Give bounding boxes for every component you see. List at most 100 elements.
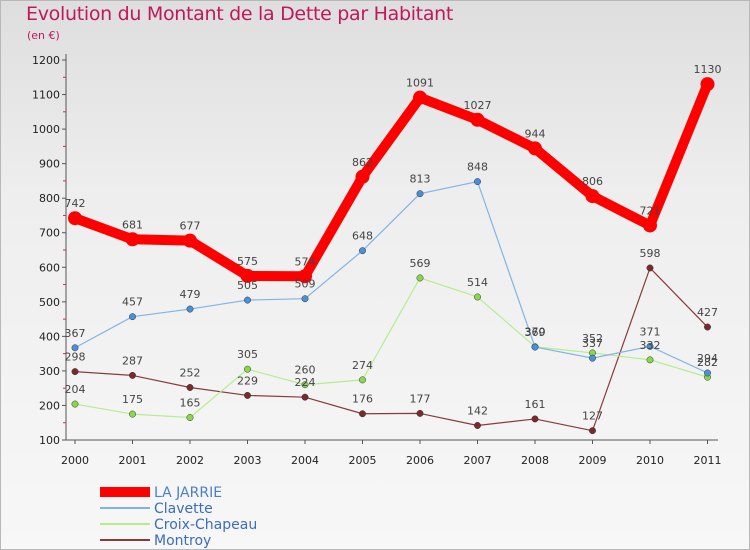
data-label: 427 [697, 306, 718, 319]
data-label: 165 [180, 397, 201, 410]
x-tick-label: 2000 [61, 454, 89, 467]
x-tick-label: 2003 [234, 454, 262, 467]
data-point [298, 269, 312, 284]
data-label: 806 [582, 175, 603, 188]
axes: 100 200 300 400 500 600 700 800 900 1000 1100 1200 2… [32, 54, 722, 467]
data-label: 505 [237, 279, 258, 292]
data-label: 848 [467, 161, 488, 174]
data-point [700, 77, 715, 92]
series-montroy [71, 264, 711, 435]
data-label: 176 [352, 393, 373, 406]
data-label: 175 [122, 393, 143, 406]
data-label: 862 [352, 156, 373, 169]
chart-title: Evolution du Montant de la Dette par Hab… [26, 3, 454, 25]
data-label: 1091 [406, 77, 434, 90]
y-tick-label: 1100 [32, 89, 60, 102]
data-point [301, 381, 309, 389]
series-clavette [71, 178, 711, 377]
y-tick-label: 700 [39, 227, 60, 240]
data-point [359, 376, 366, 384]
data-label: 575 [237, 255, 258, 268]
data-point [183, 233, 197, 248]
series-line [74, 277, 709, 419]
y-tick-label: 1000 [32, 123, 60, 136]
data-label: 479 [180, 288, 201, 301]
data-point [129, 313, 136, 321]
data-label: 1130 [694, 63, 722, 76]
y-tick-label: 1200 [32, 54, 60, 67]
data-label: 509 [295, 278, 316, 291]
data-point [474, 293, 481, 301]
x-tick-label: 2006 [406, 454, 434, 467]
x-tick-label: 2001 [119, 454, 147, 467]
y-tick-label: 100 [39, 434, 60, 447]
data-point [470, 112, 485, 127]
y-tick-label: 800 [39, 192, 60, 205]
data-point [646, 264, 654, 272]
data-label: 224 [295, 376, 316, 389]
data-label: 127 [582, 410, 603, 423]
data-point [474, 178, 481, 186]
data-point [301, 393, 309, 401]
legend-label: Croix-Chapeau [154, 517, 257, 533]
y-tick-label: 400 [39, 330, 60, 343]
data-label: 944 [525, 127, 546, 140]
data-label: 229 [237, 374, 258, 387]
data-point [125, 232, 140, 247]
series-la-jarrie [68, 77, 715, 284]
data-point [704, 323, 711, 331]
data-point [71, 400, 79, 408]
y-tick-label: 900 [39, 158, 60, 171]
data-label: 370 [525, 326, 546, 339]
chart-subtitle: (en €) [27, 29, 60, 42]
data-point [531, 415, 539, 423]
x-tick-label: 2010 [636, 454, 664, 467]
data-point [129, 371, 136, 379]
y-tick-label: 500 [39, 296, 60, 309]
data-label: 252 [180, 366, 201, 379]
data-label: 352 [582, 332, 603, 345]
data-labels: 742 681 677 575 574 862 1091 1027 944 806 721 1130 3… [65, 63, 722, 422]
data-point [244, 296, 251, 304]
data-label: 305 [237, 348, 258, 361]
legend-label: Clavette [154, 501, 213, 517]
series-line [70, 79, 713, 282]
series-line [74, 267, 709, 432]
y-tick-label: 600 [39, 261, 60, 274]
data-point [413, 90, 427, 105]
data-point [646, 356, 654, 364]
data-label: 681 [122, 218, 143, 231]
data-label: 371 [640, 325, 661, 338]
data-point [301, 295, 309, 303]
data-point [240, 268, 255, 283]
data-label: 813 [410, 173, 431, 186]
x-tick-label: 2002 [176, 454, 204, 467]
data-label: 142 [467, 404, 488, 417]
data-label: 569 [410, 257, 431, 270]
data-label: 367 [65, 327, 86, 340]
data-point [416, 274, 424, 282]
legend-label: LA JARRIE [154, 485, 222, 501]
data-point [416, 409, 424, 417]
data-label: 260 [295, 364, 316, 377]
data-label: 298 [65, 351, 86, 364]
data-label: 742 [65, 197, 86, 210]
data-point [186, 414, 194, 421]
series-line [74, 181, 709, 374]
data-point [416, 190, 424, 198]
data-label: 282 [697, 356, 718, 369]
data-point [68, 211, 82, 226]
data-label: 1027 [464, 99, 492, 112]
data-label: 161 [525, 398, 546, 411]
data-point [704, 369, 711, 377]
x-tick-label: 2005 [349, 454, 377, 467]
data-point [528, 141, 542, 156]
data-label: 287 [122, 354, 143, 367]
data-point [71, 368, 79, 376]
data-point [589, 427, 596, 435]
data-point [129, 410, 136, 418]
data-point [186, 384, 194, 391]
